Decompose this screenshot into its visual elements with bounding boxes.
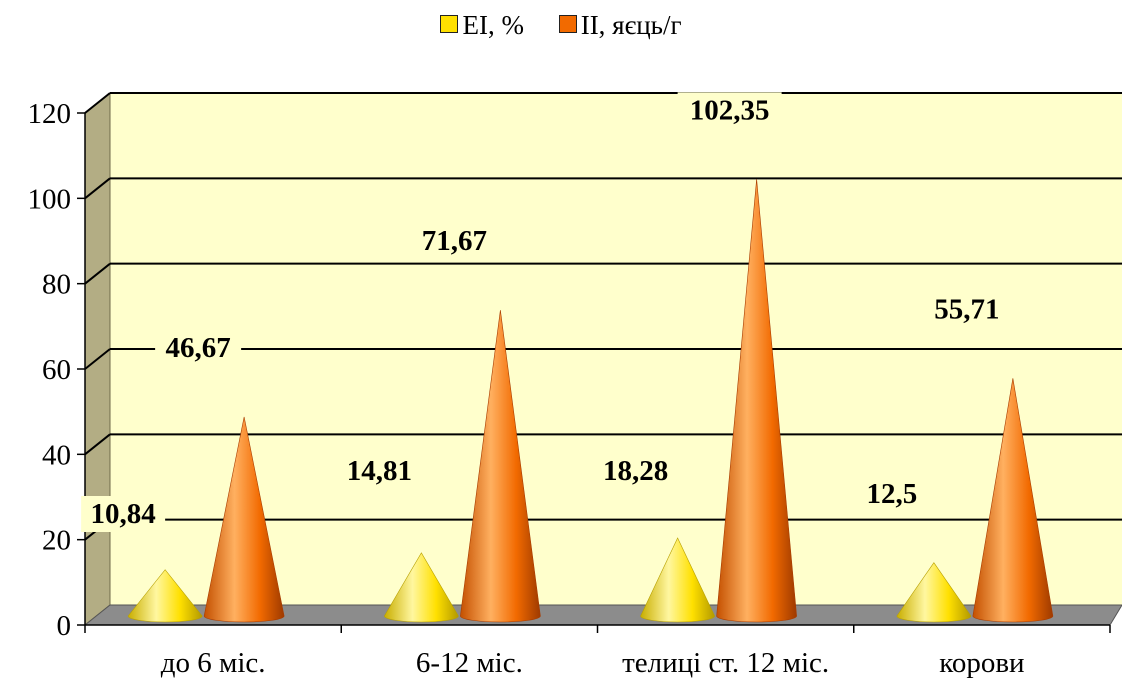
cone-ei: [640, 537, 715, 623]
gridline-diagonal: [84, 433, 111, 456]
data-label-bg: [81, 496, 166, 532]
y-tick-label: 0: [57, 610, 72, 642]
y-tick-label: 40: [42, 439, 71, 471]
data-label-bg: [411, 223, 498, 260]
cone-ii: [203, 416, 285, 623]
y-tick-label: 80: [42, 269, 71, 301]
legend-item-ei: EI, %: [440, 10, 524, 41]
data-label-ii: 46,67: [166, 332, 231, 364]
data-label-bg: [849, 476, 934, 512]
x-tick-label: до 6 міс.: [161, 647, 266, 679]
cone-ii: [460, 310, 541, 623]
cone-ei: [384, 552, 459, 623]
data-label-ii: 55,71: [934, 293, 999, 325]
y-tick-label: 100: [28, 183, 72, 215]
legend: EI, % II, яєць/г: [0, 10, 1122, 41]
gridline-diagonal: [84, 92, 111, 114]
data-label-bg: [593, 453, 678, 489]
data-label-ei: 10,84: [91, 498, 156, 530]
gridline-diagonal: [84, 262, 111, 285]
data-label-ii: 71,67: [422, 225, 487, 257]
data-label-bg: [923, 291, 1010, 328]
cone-ei: [896, 562, 972, 623]
x-tick-label: корови: [939, 647, 1024, 679]
cone-ii: [716, 179, 797, 623]
y-tick-label: 60: [42, 354, 71, 386]
legend-item-ii: II, яєць/г: [558, 10, 682, 41]
legend-label-ei: EI, %: [462, 10, 524, 40]
gridline-diagonal: [84, 177, 111, 200]
legend-swatch-ii: [558, 15, 577, 33]
data-label-ei: 12,5: [867, 478, 918, 510]
x-tick-label: телиці ст. 12 міс.: [622, 647, 829, 679]
gridline-diagonal: [84, 348, 111, 370]
y-tick-label: 120: [28, 98, 72, 130]
data-label-ei: 14,81: [347, 455, 412, 487]
data-label-bg: [155, 329, 242, 366]
data-label-ei: 18,28: [603, 455, 668, 487]
x-tick-label: 6-12 міс.: [416, 647, 523, 679]
y-tick-label: 20: [42, 525, 71, 557]
cone-ii: [972, 378, 1054, 623]
data-label-bg: [337, 453, 422, 489]
cone-ei: [127, 569, 203, 623]
data-label-ii: 102,35: [690, 94, 770, 126]
data-label-bg: [677, 92, 782, 129]
legend-swatch-ei: [440, 15, 459, 33]
legend-label-ii: II, яєць/г: [580, 10, 682, 40]
